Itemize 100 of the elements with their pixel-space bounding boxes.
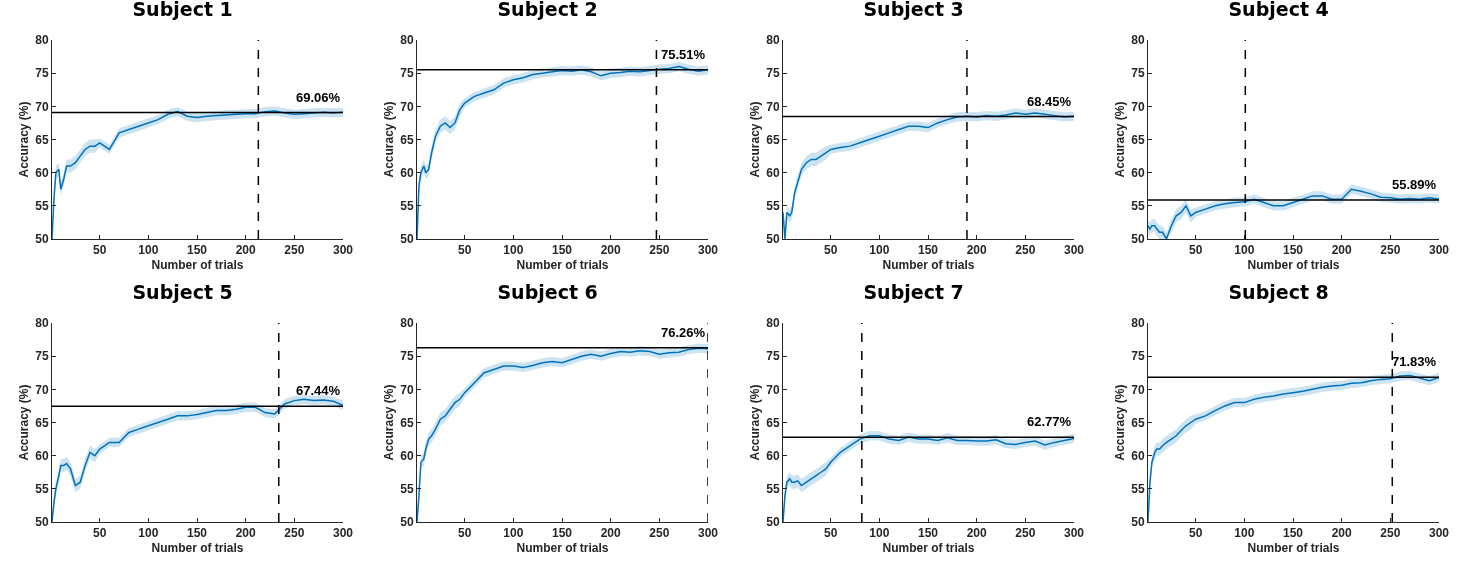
x-tick-label: 150 — [1282, 243, 1304, 258]
x-tick-label: 300 — [698, 525, 719, 540]
x-tick-label: 100 — [138, 243, 159, 258]
y-tick-label: 65 — [35, 132, 49, 147]
x-axis-title: Number of trials — [881, 258, 975, 273]
chart-title: Subject 1 — [132, 0, 233, 21]
chart-title: Subject 7 — [862, 280, 964, 303]
x-tick-label: 250 — [1014, 243, 1036, 258]
x-tick-label: 200 — [235, 525, 257, 540]
y-tick-label: 75 — [1130, 66, 1145, 81]
y-tick-label: 65 — [765, 132, 780, 147]
x-tick-label: 300 — [332, 525, 354, 540]
chart-title: Subject 8 — [1228, 280, 1329, 303]
x-tick-label: 100 — [1234, 243, 1255, 258]
x-tick-label: 50 — [823, 243, 838, 258]
x-tick-label: 300 — [698, 243, 719, 258]
x-tick-label: 100 — [868, 525, 890, 540]
y-tick-label: 65 — [400, 132, 415, 147]
y-tick-label: 80 — [35, 315, 49, 330]
x-tick-label: 200 — [1331, 525, 1352, 540]
y-axis-title: Accuracy (%) — [747, 101, 762, 178]
x-tick-label: 100 — [138, 525, 159, 540]
y-tick-label: 50 — [400, 232, 415, 247]
y-axis-title: Accuracy (%) — [16, 101, 31, 178]
y-tick-label: 50 — [1130, 514, 1145, 529]
y-tick-label: 75 — [400, 348, 415, 363]
y-tick-label: 65 — [400, 415, 415, 430]
y-tick-label: 65 — [765, 415, 780, 430]
y-tick-label: 70 — [1130, 382, 1145, 397]
x-tick-label: 300 — [1063, 243, 1084, 258]
y-tick-label: 70 — [400, 382, 415, 397]
y-tick-label: 70 — [1130, 99, 1145, 114]
x-tick-label: 150 — [186, 243, 208, 258]
y-tick-label: 55 — [765, 481, 780, 496]
y-tick-label: 50 — [35, 232, 49, 247]
y-tick-label: 70 — [400, 99, 415, 114]
y-tick-label: 70 — [35, 99, 49, 114]
ref-line-label: 69.06% — [296, 90, 341, 105]
y-tick-label: 75 — [35, 348, 49, 363]
x-axis-title: Number of trials — [1247, 258, 1340, 273]
x-tick-label: 100 — [503, 525, 524, 540]
x-tick-label: 250 — [1380, 525, 1401, 540]
y-tick-label: 75 — [765, 66, 780, 81]
y-tick-label: 75 — [400, 66, 415, 81]
ref-line-label: 75.51% — [661, 47, 706, 62]
x-tick-label: 200 — [966, 243, 987, 258]
y-tick-label: 60 — [1130, 165, 1145, 180]
y-tick-label: 80 — [400, 315, 415, 330]
x-axis-title: Number of trials — [151, 258, 244, 273]
y-tick-label: 80 — [765, 33, 780, 48]
y-tick-label: 55 — [400, 199, 415, 214]
x-tick-label: 300 — [1063, 525, 1084, 540]
y-axis-title: Accuracy (%) — [16, 383, 31, 461]
y-tick-label: 80 — [1130, 33, 1145, 48]
x-tick-label: 200 — [1331, 243, 1352, 258]
x-tick-label: 150 — [186, 525, 208, 540]
x-axis-title: Number of trials — [516, 258, 610, 273]
x-tick-label: 100 — [1234, 525, 1255, 540]
ref-line-label: 67.44% — [296, 382, 341, 398]
x-tick-label: 200 — [600, 243, 622, 258]
x-tick-label: 150 — [552, 243, 573, 258]
y-tick-label: 80 — [1130, 315, 1145, 330]
x-tick-label: 150 — [917, 525, 938, 540]
y-tick-label: 55 — [35, 481, 49, 496]
y-tick-label: 70 — [765, 99, 780, 114]
y-tick-label: 75 — [765, 348, 780, 363]
x-axis-title: Number of trials — [881, 540, 975, 555]
x-tick-label: 50 — [823, 525, 838, 540]
x-tick-label: 50 — [1188, 525, 1203, 540]
x-tick-label: 50 — [1188, 243, 1203, 258]
y-tick-label: 55 — [1130, 199, 1145, 214]
ref-line-label: 68.45% — [1026, 94, 1072, 109]
y-tick-label: 65 — [1130, 132, 1145, 147]
y-tick-label: 80 — [35, 33, 49, 48]
x-tick-label: 250 — [284, 525, 305, 540]
x-tick-label: 50 — [458, 243, 472, 258]
chart-title: Subject 2 — [497, 0, 599, 21]
x-tick-label: 250 — [1380, 243, 1401, 258]
x-tick-label: 250 — [649, 525, 670, 540]
y-tick-label: 60 — [400, 448, 415, 463]
y-tick-label: 55 — [765, 199, 780, 214]
y-tick-label: 60 — [765, 448, 780, 463]
y-axis-title: Accuracy (%) — [747, 383, 762, 461]
x-tick-label: 50 — [458, 525, 472, 540]
ref-line-label: 71.83% — [1391, 353, 1437, 369]
chart-title: Subject 3 — [862, 0, 964, 21]
x-tick-label: 250 — [284, 243, 305, 258]
y-tick-label: 60 — [765, 165, 780, 180]
x-tick-label: 100 — [868, 243, 890, 258]
y-tick-label: 70 — [35, 382, 49, 397]
ref-line-label: 76.26% — [661, 324, 706, 340]
chart-title: Subject 6 — [497, 280, 599, 303]
ref-line-label: 62.77% — [1026, 413, 1072, 429]
x-axis-title: Number of trials — [151, 540, 244, 555]
y-tick-label: 60 — [1130, 448, 1145, 463]
x-tick-label: 250 — [1014, 525, 1036, 540]
x-tick-label: 250 — [649, 243, 670, 258]
y-tick-label: 55 — [1130, 481, 1145, 496]
ref-line-label: 55.89% — [1391, 177, 1437, 192]
x-tick-label: 300 — [1428, 243, 1450, 258]
